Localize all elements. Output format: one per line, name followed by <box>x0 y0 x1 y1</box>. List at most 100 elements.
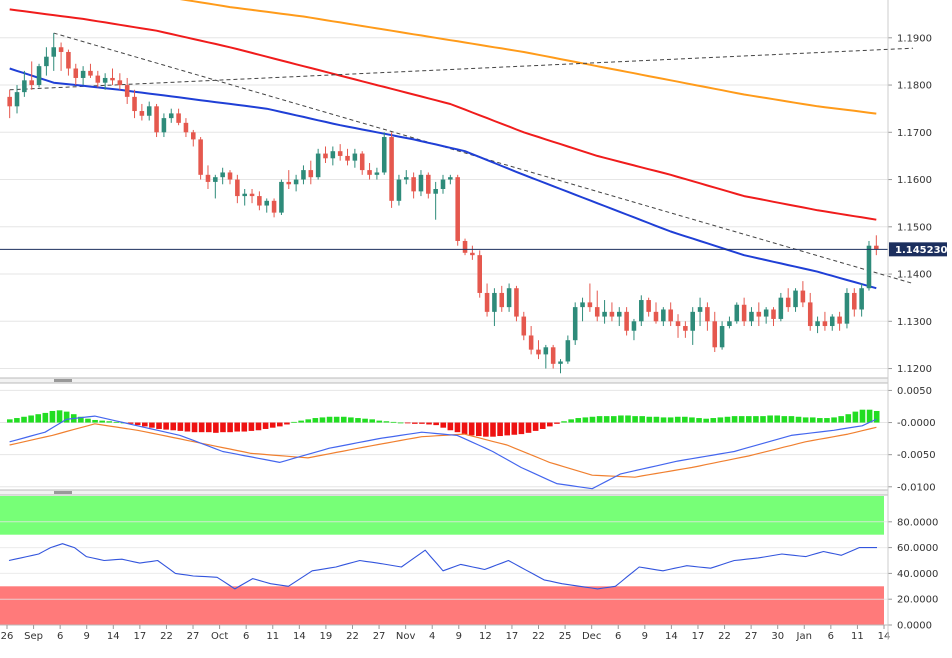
macd-histogram-bar <box>205 422 212 433</box>
candle-body <box>697 307 703 312</box>
candle <box>293 174 299 192</box>
macd-histogram-bar <box>483 422 489 437</box>
macd-histogram-bar <box>312 418 319 423</box>
candle <box>132 89 137 119</box>
macd-histogram-bar <box>610 416 617 423</box>
candle <box>279 179 284 215</box>
macd-histogram-bar <box>156 422 162 429</box>
candle <box>249 189 255 204</box>
panel-resize-handle[interactable] <box>54 379 72 382</box>
candle <box>66 49 71 76</box>
candle <box>543 344 549 369</box>
macd-histogram-bar <box>589 416 596 423</box>
candle-body <box>161 118 167 133</box>
candle-body <box>653 311 659 322</box>
macd-histogram-bar <box>319 417 326 423</box>
candle-body <box>183 122 189 133</box>
candle <box>22 70 27 97</box>
macd-histogram-bar <box>717 417 724 423</box>
candle-body <box>528 335 534 350</box>
macd-histogram-bar <box>78 416 84 423</box>
candle-body <box>220 172 225 178</box>
candle-body <box>844 292 850 324</box>
x-tick-label: 22 <box>532 631 545 642</box>
macd-histogram-bar <box>277 422 283 427</box>
candle-body <box>558 361 563 364</box>
macd-histogram-bar <box>809 417 816 423</box>
macd-histogram-bar <box>817 418 823 423</box>
macd-histogram-bar <box>99 420 105 423</box>
candle <box>683 321 688 338</box>
candle <box>616 307 622 327</box>
candle-body <box>330 151 336 159</box>
candle <box>374 167 380 180</box>
x-tick-label: 14 <box>665 631 678 642</box>
candle <box>572 302 578 345</box>
candle <box>146 101 152 121</box>
candle-body <box>565 340 571 362</box>
candle <box>154 103 159 138</box>
macd-histogram-bar <box>554 422 560 424</box>
candle-body <box>29 80 34 86</box>
candle-body <box>763 309 769 317</box>
macd-histogram-bar <box>305 419 312 423</box>
candle-body <box>771 309 776 319</box>
candle <box>367 163 372 180</box>
candle <box>837 311 842 331</box>
panel-resize-handle-2[interactable] <box>54 491 72 494</box>
price-tick-label: 1.1800 <box>897 81 932 92</box>
candle-body <box>168 113 174 119</box>
candle <box>793 288 798 312</box>
macd-histogram-bar <box>511 422 518 435</box>
macd-histogram-bar <box>454 422 461 433</box>
price-tick-label: 1.1400 <box>897 270 932 281</box>
candle <box>73 63 79 86</box>
candle <box>80 66 86 86</box>
candle-body <box>778 297 784 319</box>
candles <box>7 33 879 374</box>
candle <box>594 290 600 322</box>
candle <box>213 174 218 199</box>
macd-histogram-bar <box>149 422 155 428</box>
candle <box>536 340 541 360</box>
candle-body <box>418 174 424 192</box>
macd-histogram-bar <box>227 422 233 433</box>
candle <box>183 118 189 138</box>
candle-body <box>227 172 233 180</box>
rsi-tick-label: 20.0000 <box>897 595 938 606</box>
macd-histogram-bar <box>547 422 553 427</box>
macd-histogram-bar <box>42 412 49 423</box>
overbought-zone <box>0 496 884 535</box>
macd-histogram-bar <box>568 419 574 423</box>
candle <box>631 318 637 341</box>
candle-body <box>110 77 115 81</box>
candle <box>749 307 754 327</box>
candle-body <box>477 255 482 293</box>
macd-histogram-bar <box>603 416 610 423</box>
candle <box>653 302 659 324</box>
candle-body <box>367 170 372 175</box>
candle <box>308 160 314 185</box>
macd-histogram-bar <box>831 417 837 423</box>
macd-histogram-bar <box>639 416 646 423</box>
macd-histogram-bar <box>653 416 660 423</box>
x-tick-label: 27 <box>745 631 758 642</box>
macd-histogram-bar <box>873 410 880 423</box>
candle <box>697 297 703 327</box>
candle <box>110 68 115 86</box>
candle-body <box>793 290 798 308</box>
candle-body <box>345 155 350 161</box>
price-tick-label: 1.1500 <box>897 222 932 233</box>
candle <box>235 174 240 204</box>
x-tick-label: 17 <box>506 631 519 642</box>
candle-body <box>389 137 394 201</box>
candle <box>646 297 651 317</box>
candle <box>286 170 292 189</box>
candle <box>117 73 123 90</box>
candle-body <box>756 311 762 317</box>
macd-histogram-bar <box>575 418 582 423</box>
candle-body <box>242 193 247 197</box>
candle-body <box>146 106 152 116</box>
macd-histogram-bar <box>28 415 34 423</box>
macd-histogram-bar <box>753 416 759 423</box>
